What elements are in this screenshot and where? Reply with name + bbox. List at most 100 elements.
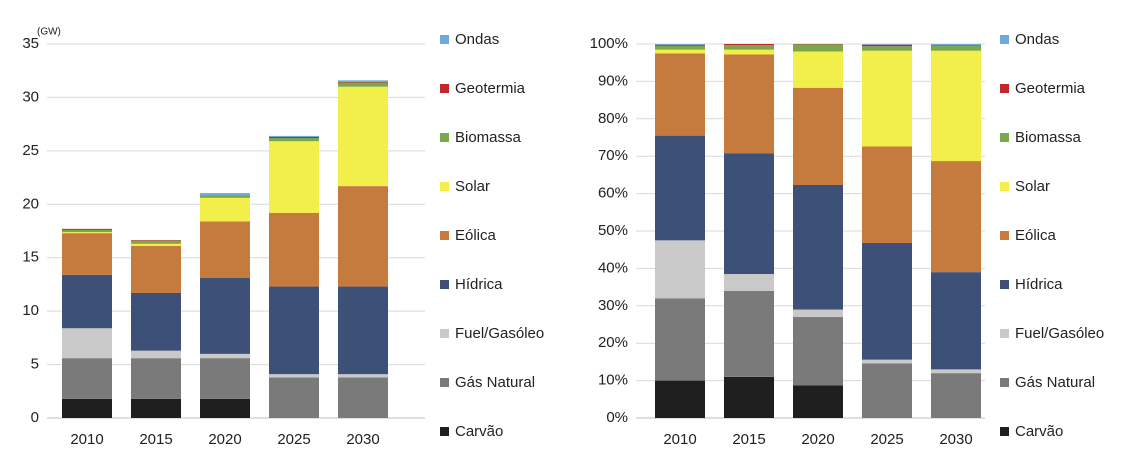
bar-segment <box>62 232 112 234</box>
bar-segment <box>62 328 112 359</box>
legend-swatch <box>440 182 449 191</box>
legend-label: Geotermia <box>1015 80 1086 97</box>
legend-label: Solar <box>455 178 490 195</box>
y-tick-label: 80% <box>598 110 628 127</box>
y-tick-label: 0 <box>31 409 39 426</box>
x-tick-label: 2015 <box>139 431 172 448</box>
bar-segment <box>793 385 843 418</box>
legend-swatch <box>440 329 449 338</box>
bar-segment <box>724 153 774 275</box>
bar-segment <box>931 161 981 273</box>
bar-segment <box>338 286 388 375</box>
x-tick-label: 2025 <box>870 431 903 448</box>
bar-segment <box>862 242 912 360</box>
bar-segment <box>655 45 705 50</box>
bar-segment <box>269 135 319 137</box>
x-tick-label: 2015 <box>732 431 765 448</box>
legend-swatch <box>1000 84 1009 93</box>
bar-segment <box>724 376 774 418</box>
bar-segment <box>200 278 250 354</box>
bar-segment <box>931 45 981 51</box>
bar-segment <box>338 377 388 418</box>
bar-segment <box>724 49 774 55</box>
y-tick-label: 100% <box>590 35 628 52</box>
legend-label: Hídrica <box>455 276 503 293</box>
legend-label: Carvão <box>1015 423 1063 440</box>
bar-segment <box>200 193 250 196</box>
bar-segment <box>931 45 981 46</box>
bar-segment <box>200 195 250 198</box>
y-tick-label: 35 <box>22 35 39 52</box>
legend-label: Biomassa <box>1015 129 1082 146</box>
bar-segment <box>338 186 388 287</box>
bar-segment <box>200 195 250 196</box>
y-tick-label: 0% <box>606 409 628 426</box>
bar-segment <box>724 44 774 46</box>
y-tick-label: 20% <box>598 334 628 351</box>
bar-segment <box>269 377 319 418</box>
legend-label: Fuel/Gasóleo <box>455 325 544 342</box>
legend-swatch <box>440 84 449 93</box>
x-tick-label: 2030 <box>939 431 972 448</box>
legend-swatch <box>440 35 449 44</box>
y-tick-label: 5 <box>31 356 39 373</box>
legend-swatch <box>440 133 449 142</box>
legend-label: Fuel/Gasóleo <box>1015 325 1104 342</box>
bar-segment <box>131 240 181 244</box>
y-tick-label: 30 <box>22 88 39 105</box>
y-tick-label: 40% <box>598 259 628 276</box>
bar-segment <box>269 374 319 378</box>
x-tick-label: 2025 <box>277 431 310 448</box>
bar-segment <box>62 358 112 399</box>
legend-label: Eólica <box>455 227 497 244</box>
bar-segment <box>931 369 981 374</box>
bar-segment <box>793 87 843 185</box>
legend-label: Solar <box>1015 178 1050 195</box>
y-tick-label: 60% <box>598 185 628 202</box>
legend-swatch <box>1000 182 1009 191</box>
bar-segment <box>131 398 181 418</box>
bar-segment <box>338 374 388 378</box>
bar-segment <box>131 243 181 246</box>
bar-segment <box>793 44 843 52</box>
bar-segment <box>724 54 774 154</box>
legend-swatch <box>1000 35 1009 44</box>
legend-swatch <box>1000 329 1009 338</box>
bar-segment <box>269 136 319 139</box>
bar-segment <box>724 45 774 50</box>
legend-swatch <box>1000 133 1009 142</box>
bar-segment <box>862 44 912 45</box>
bar-segment <box>131 240 181 241</box>
bar-segment <box>200 197 250 222</box>
legend-label: Gás Natural <box>1015 374 1095 391</box>
legend-label: Carvão <box>455 423 503 440</box>
bar-segment <box>793 51 843 88</box>
y-tick-label: 25 <box>22 142 39 159</box>
y-tick-label: 20 <box>22 195 39 212</box>
bar-segment <box>862 146 912 243</box>
bar-segment <box>269 212 319 287</box>
y-tick-label: 10 <box>22 302 39 319</box>
bar-segment <box>862 44 912 47</box>
bar-segment <box>200 221 250 279</box>
bar-segment <box>269 138 319 142</box>
bar-segment <box>793 184 843 310</box>
legend-swatch <box>1000 427 1009 436</box>
bar-segment <box>655 298 705 381</box>
legend-label: Biomassa <box>455 129 522 146</box>
x-tick-label: 2020 <box>801 431 834 448</box>
bar-segment <box>200 398 250 418</box>
bar-segment <box>338 82 388 87</box>
y-tick-label: 50% <box>598 222 628 239</box>
bar-segment <box>131 245 181 293</box>
legend-swatch <box>440 378 449 387</box>
legend-label: Ondas <box>455 31 499 48</box>
annotation: (GW) <box>37 27 61 38</box>
legend-swatch <box>440 231 449 240</box>
bar-segment <box>793 309 843 318</box>
legend-label: Ondas <box>1015 31 1059 48</box>
bar-segment <box>655 44 705 45</box>
bar-segment <box>269 286 319 375</box>
bar-segment <box>131 292 181 351</box>
